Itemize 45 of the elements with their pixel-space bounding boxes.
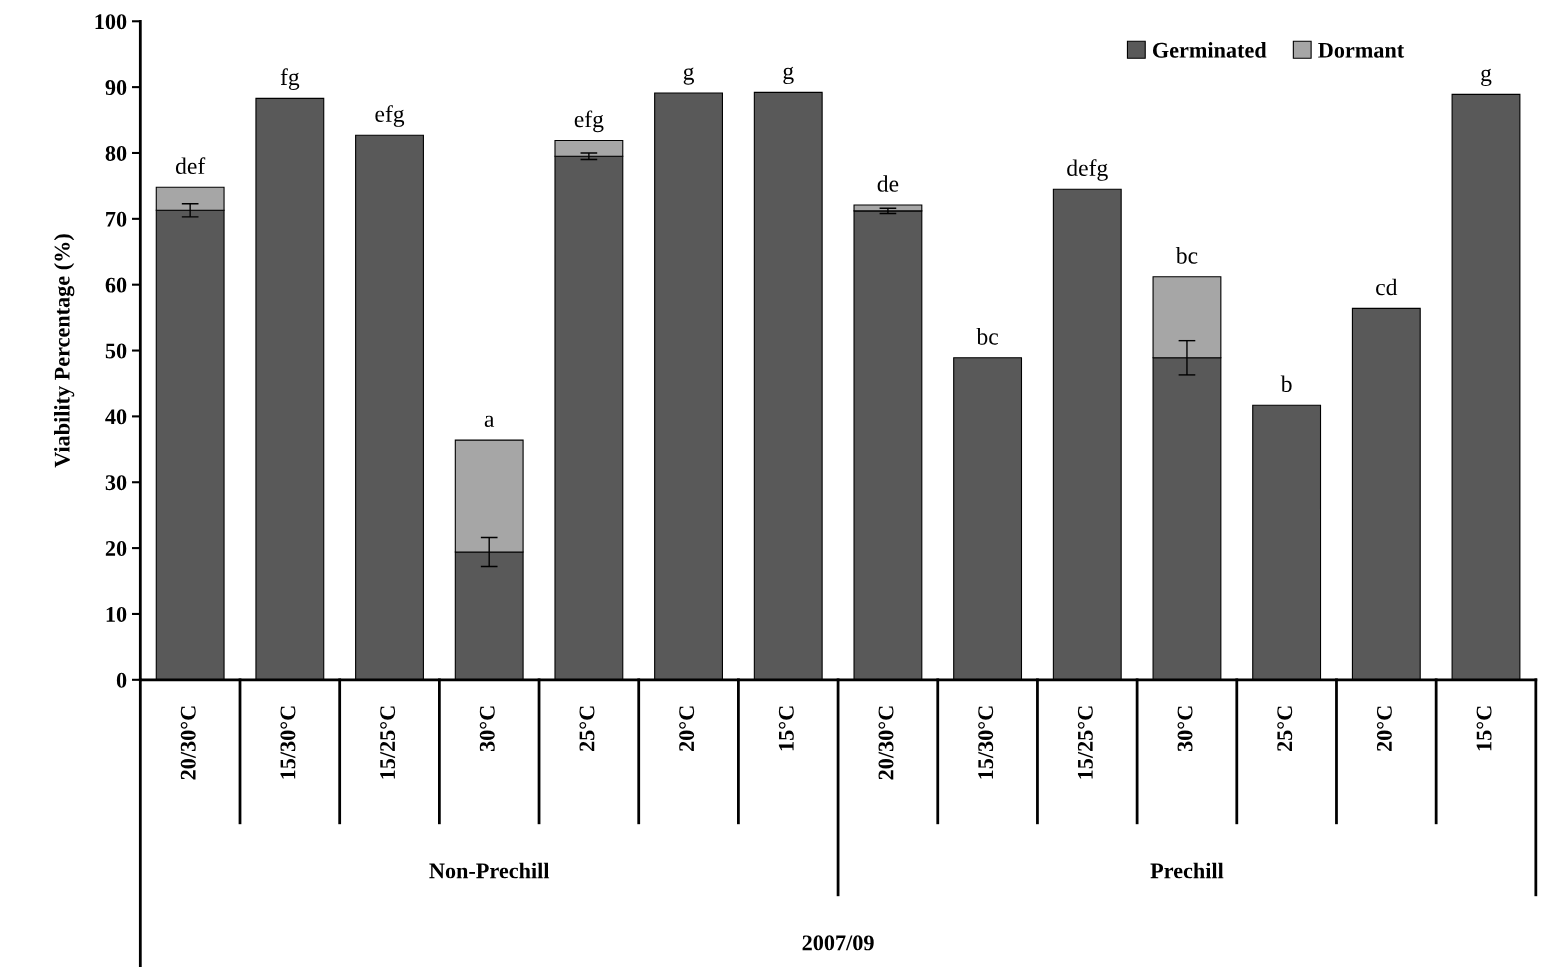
total-label: g (683, 67, 695, 85)
total-label: a (484, 415, 495, 427)
x-tick-label: 25°C (579, 706, 595, 752)
y-tick-label: 60 (105, 277, 127, 293)
y-tick-label: 0 (116, 672, 127, 688)
x-tick-label: 15°C (778, 706, 794, 751)
total-label: de (877, 175, 899, 192)
total-label: defg (1067, 159, 1108, 181)
legend-label: Germinated (1152, 42, 1267, 58)
y-tick-label: 70 (106, 211, 127, 227)
x-tick-label: 20°C (679, 706, 695, 752)
x-tick-label: 15°C (1476, 706, 1492, 751)
x-tick-label: 20/30°C (180, 706, 196, 780)
y-tick-label: 20 (105, 541, 127, 557)
x-tick-label: 20/30°C (878, 706, 894, 780)
x-tick-label: 15/30°C (978, 706, 994, 779)
y-tick-label: 80 (105, 145, 127, 161)
y-tick-label: 10 (106, 606, 127, 622)
text: 2007/09 (802, 935, 874, 951)
text: Prechill (1150, 862, 1224, 879)
x-tick-label: 20°C (1376, 706, 1392, 752)
y-axis-title: Viability Percentage (%) (54, 234, 75, 468)
total-label: b (1280, 375, 1292, 393)
x-tick-label: 30°C (1177, 706, 1193, 752)
total-label: efg (574, 110, 604, 133)
x-tick-label: 30°C (479, 706, 495, 752)
total-label: g (783, 66, 794, 85)
x-tick-label: 15/30°C (280, 706, 296, 779)
x-tick-label: 15/25°C (1077, 706, 1093, 779)
total-label: bc (976, 328, 999, 345)
text: Non-Prechill (429, 862, 550, 879)
y-tick-label: 90 (105, 80, 127, 96)
total-label: efg (375, 105, 405, 127)
total-label: fg (280, 68, 300, 90)
x-tick-label: 15/25°C (380, 706, 396, 779)
total-label: g (1481, 68, 1492, 87)
total-label: bc (1175, 247, 1198, 264)
total-label: def (175, 157, 206, 175)
x-tick-label: 25°C (1277, 706, 1293, 752)
legend-label: Dormant (1318, 42, 1405, 58)
total-label: cd (1376, 278, 1398, 296)
y-tick-label: 50 (105, 343, 127, 359)
y-tick-label: 100 (95, 14, 127, 30)
y-tick-label: 30 (105, 475, 127, 491)
y-tick-label: 40 (105, 409, 127, 425)
